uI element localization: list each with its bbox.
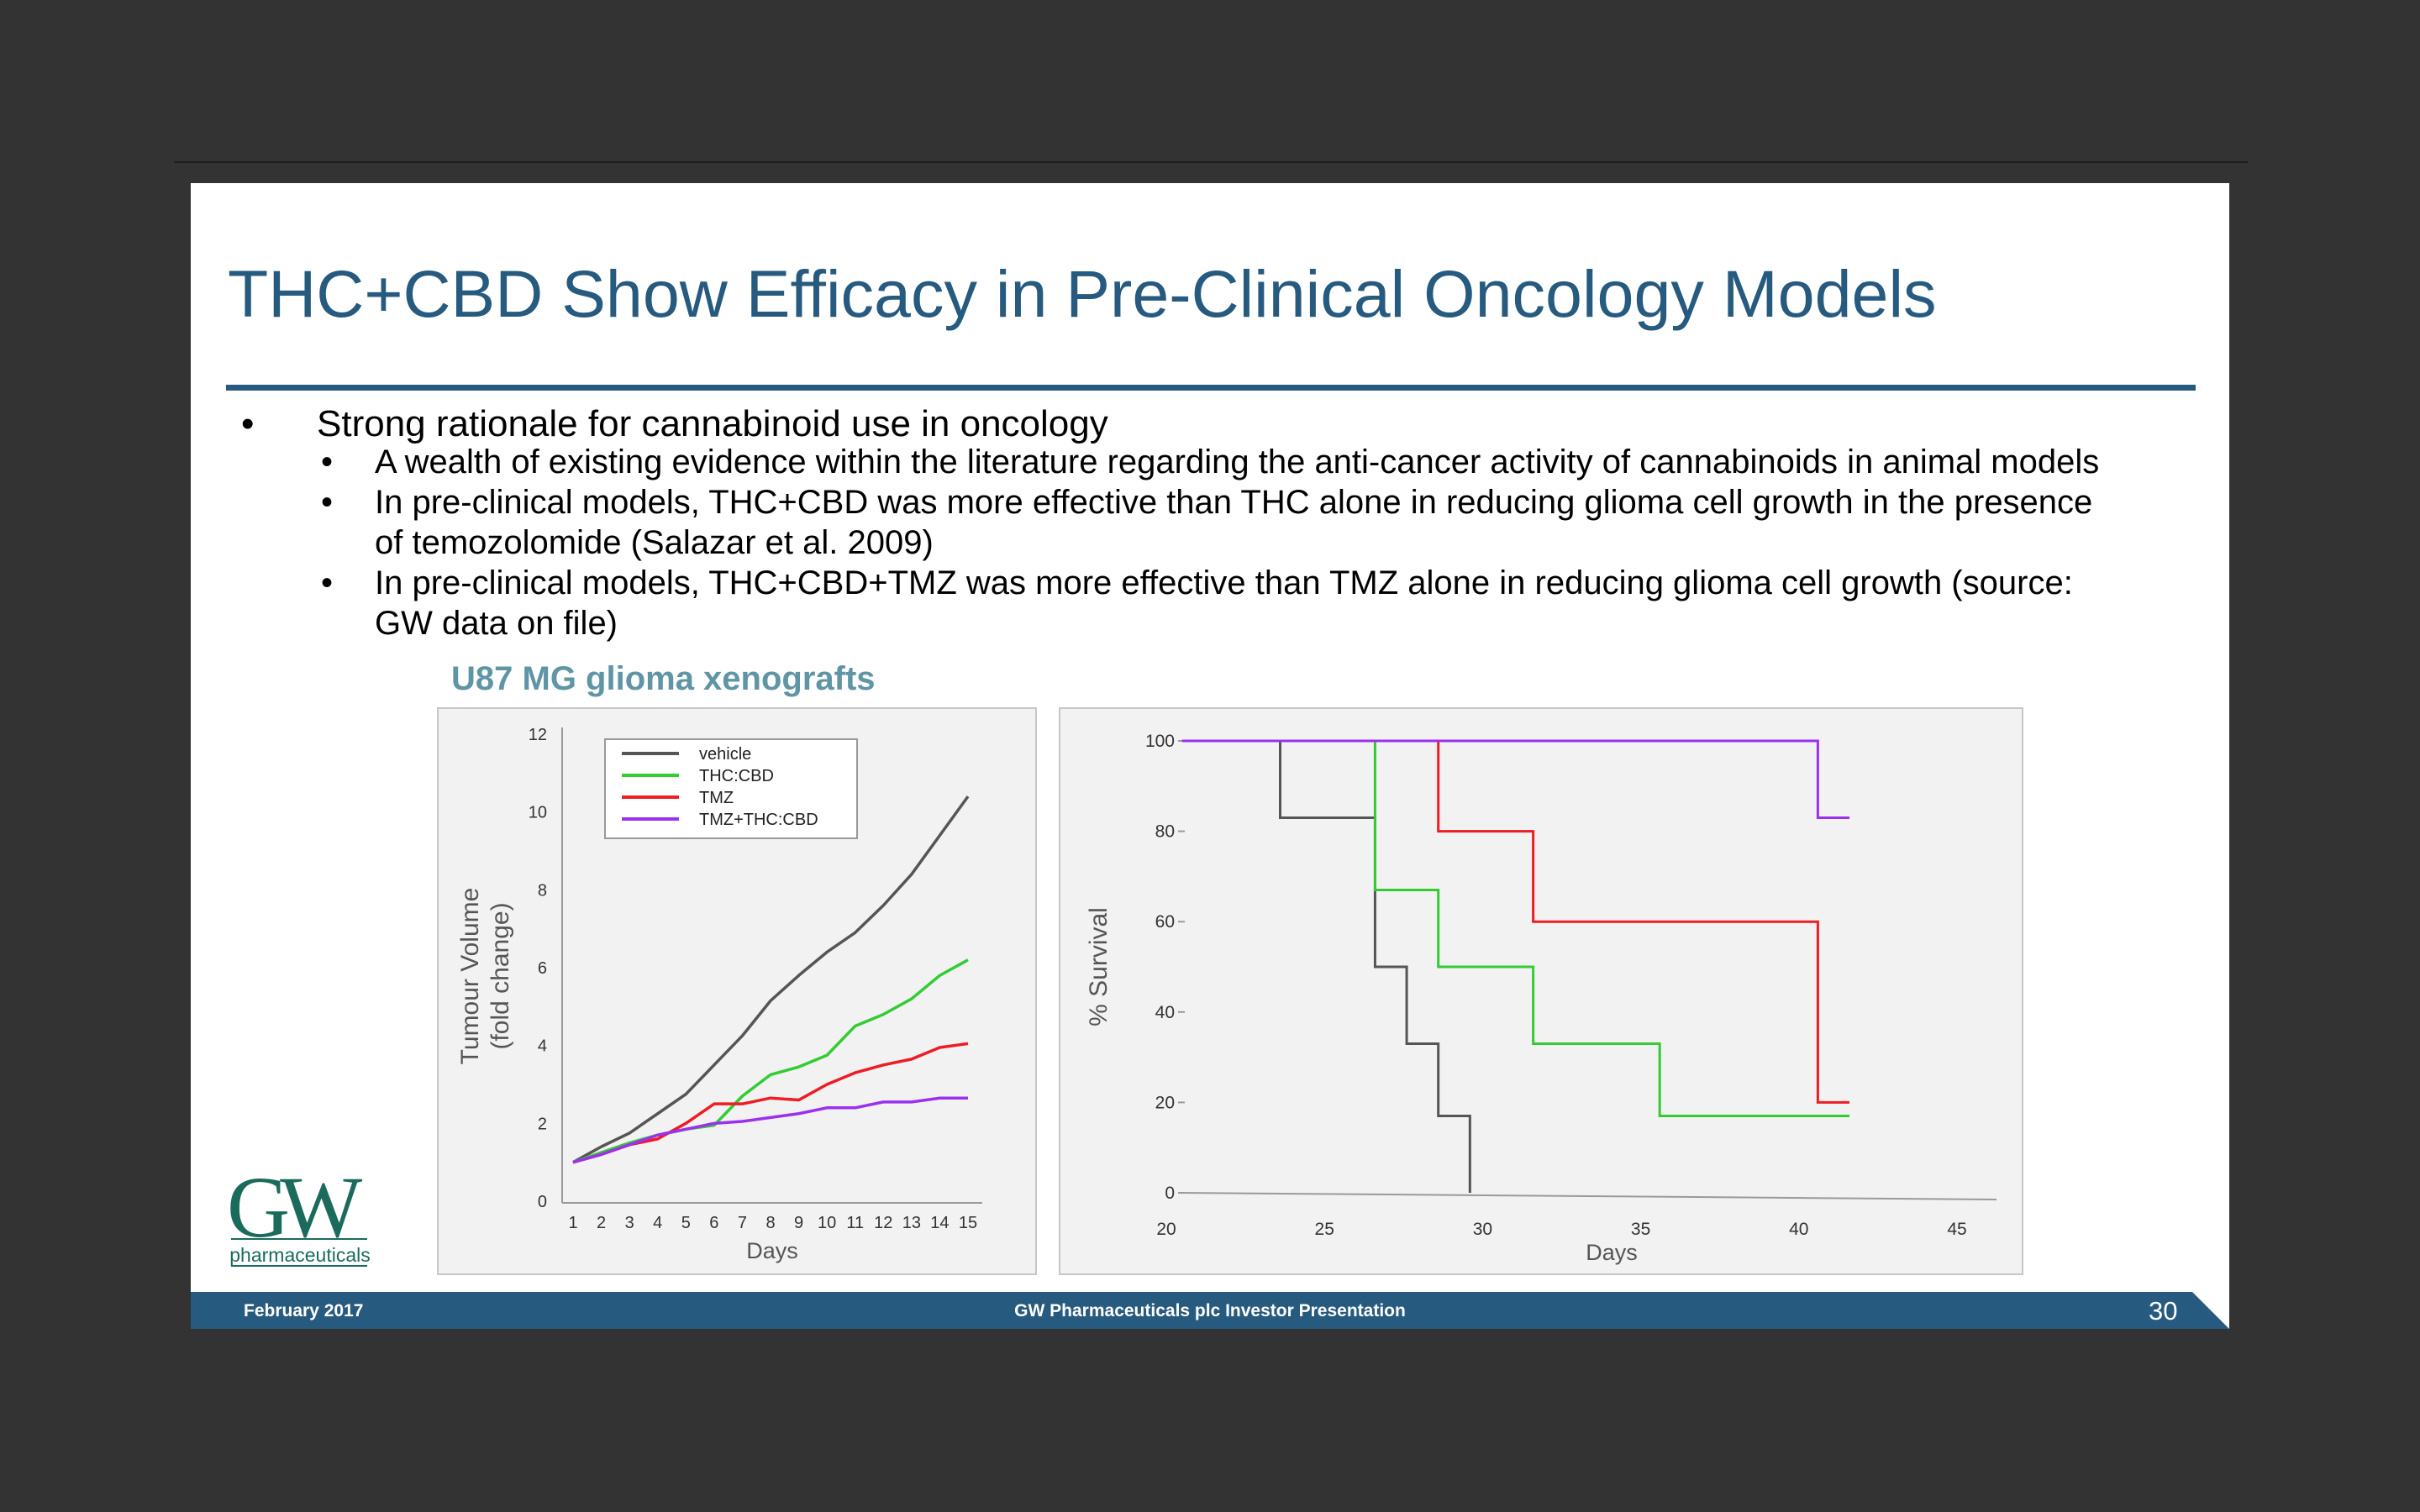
- footer-corner: [2192, 1292, 2229, 1329]
- logo-word: pharmaceuticals: [229, 1244, 370, 1266]
- legend-label-vehicle: vehicle: [699, 745, 751, 764]
- slide-title: THC+CBD Show Efficacy in Pre-Clinical On…: [228, 256, 1937, 331]
- survival-line-thc-cbd: [1373, 741, 1850, 1118]
- y-axis-title: % Survival: [1085, 907, 1113, 1026]
- survival-line-tmz: [1437, 741, 1850, 1104]
- series-line-tmz-thc-cbd: [572, 1096, 968, 1164]
- x-tick-label: 14: [930, 1214, 949, 1232]
- x-tick-label: 7: [738, 1214, 747, 1232]
- x-tick-label: 40: [1789, 1220, 1808, 1239]
- bullet-dot: •: [241, 403, 255, 444]
- legend-label-thc-cbd: THC:CBD: [699, 767, 774, 785]
- sub-bullet-3-line-2: GW data on file): [375, 605, 618, 642]
- x-tick-label: 8: [765, 1214, 775, 1232]
- bullet-dot: •: [321, 444, 334, 480]
- sub-bullet-2-line-1: In pre-clinical models, THC+CBD was more…: [375, 484, 2093, 521]
- x-axis-title: Days: [746, 1238, 798, 1263]
- y-tick-label: 40: [1155, 1003, 1175, 1022]
- logo-letters: GW: [229, 1168, 362, 1256]
- x-tick-label: 13: [902, 1214, 921, 1232]
- x-tick-label: 6: [709, 1214, 718, 1232]
- y-axis-title-line: Tumour Volume: [456, 888, 484, 1065]
- survival-line-tmz-thc-cbd: [1181, 739, 1850, 819]
- y-tick-label: 10: [529, 804, 547, 822]
- title-rule: [226, 385, 2196, 391]
- y-tick-label: 4: [538, 1037, 547, 1056]
- x-tick-label: 15: [959, 1214, 977, 1232]
- bullet-dot: •: [321, 564, 334, 601]
- y-tick-label: 0: [538, 1193, 547, 1211]
- x-tick-label: 11: [846, 1214, 864, 1232]
- x-tick-label: 5: [681, 1214, 691, 1232]
- bullet-main-text: Strong rationale for cannabinoid use in …: [317, 403, 1108, 444]
- x-axis-title: Days: [1586, 1240, 1638, 1265]
- x-tick-label: 35: [1631, 1220, 1650, 1239]
- bullet-dot: •: [321, 484, 334, 521]
- x-axis-line: [1177, 1192, 1997, 1200]
- series-line-vehicle: [572, 795, 970, 1164]
- y-tick-label: 8: [538, 881, 547, 900]
- sub-bullet-3-line-1: In pre-clinical models, THC+CBD+TMZ was …: [375, 564, 2073, 601]
- sub-bullet-1-line-1: A wealth of existing evidence within the…: [375, 444, 2100, 480]
- tumour-volume-chart-panel: 0 2 4 6 8 10 12 1 2 3 4 5 6 7 8 9 10 11 12 13 14 15 Days Tumour…: [437, 707, 1037, 1275]
- x-tick-label: 12: [874, 1214, 892, 1232]
- legend-label-tmz-thc-cbd: TMZ+THC:CBD: [699, 811, 818, 829]
- y-axis-title: Tumour Volume (fold change): [456, 888, 514, 1065]
- y-tick-label: 60: [1155, 912, 1175, 932]
- y-tick-label: 0: [1165, 1184, 1175, 1203]
- x-tick-label: 2: [597, 1214, 606, 1232]
- footer-date: February 2017: [244, 1301, 364, 1320]
- sub-bullet-2-line-2: of temozolomide (Salazar et al. 2009): [375, 524, 934, 561]
- x-tick-label: 9: [794, 1214, 803, 1232]
- y-tick-label: 6: [538, 959, 547, 978]
- page-number: 30: [2149, 1296, 2178, 1326]
- survival-line-vehicle: [1181, 739, 1471, 1193]
- x-tick-label: 3: [625, 1214, 634, 1232]
- gw-logo: GW pharmaceuticals: [229, 1168, 371, 1267]
- x-tick-label: 20: [1156, 1220, 1176, 1239]
- x-tick-label: 1: [568, 1214, 577, 1232]
- logo-underline: [231, 1265, 367, 1267]
- x-tick-label: 45: [1947, 1220, 1966, 1239]
- survival-chart-panel: 0 20 40 60 80 100 20 25 30 35 40 45 Days % Survival: [1059, 707, 2023, 1275]
- figure-heading: U87 MG glioma xenografts: [451, 660, 876, 697]
- legend-label-tmz: TMZ: [699, 789, 734, 807]
- x-tick-label: 10: [818, 1214, 836, 1232]
- y-tick-label: 2: [538, 1115, 547, 1133]
- survival-chart: 0 20 40 60 80 100 20 25 30 35 40 45 Days % Survival: [1085, 732, 1997, 1265]
- y-axis-title-line: (fold change): [487, 902, 514, 1049]
- logo-rule: [231, 1238, 367, 1240]
- y-tick-label: 80: [1155, 822, 1175, 842]
- y-tick-label: 12: [529, 726, 547, 744]
- x-tick-label: 4: [653, 1214, 662, 1232]
- legend-box: [604, 738, 858, 839]
- footer-bar: [191, 1292, 2229, 1329]
- y-tick-label: 20: [1155, 1093, 1175, 1112]
- y-tick-label: 100: [1145, 732, 1175, 751]
- window-top-line: [174, 161, 2248, 163]
- x-tick-label: 30: [1473, 1220, 1492, 1239]
- x-tick-label: 25: [1315, 1220, 1334, 1239]
- slide: THC+CBD Show Efficacy in Pre-Clinical On…: [191, 183, 2229, 1329]
- footer-presentation-title: GW Pharmaceuticals plc Investor Presenta…: [1014, 1301, 1406, 1320]
